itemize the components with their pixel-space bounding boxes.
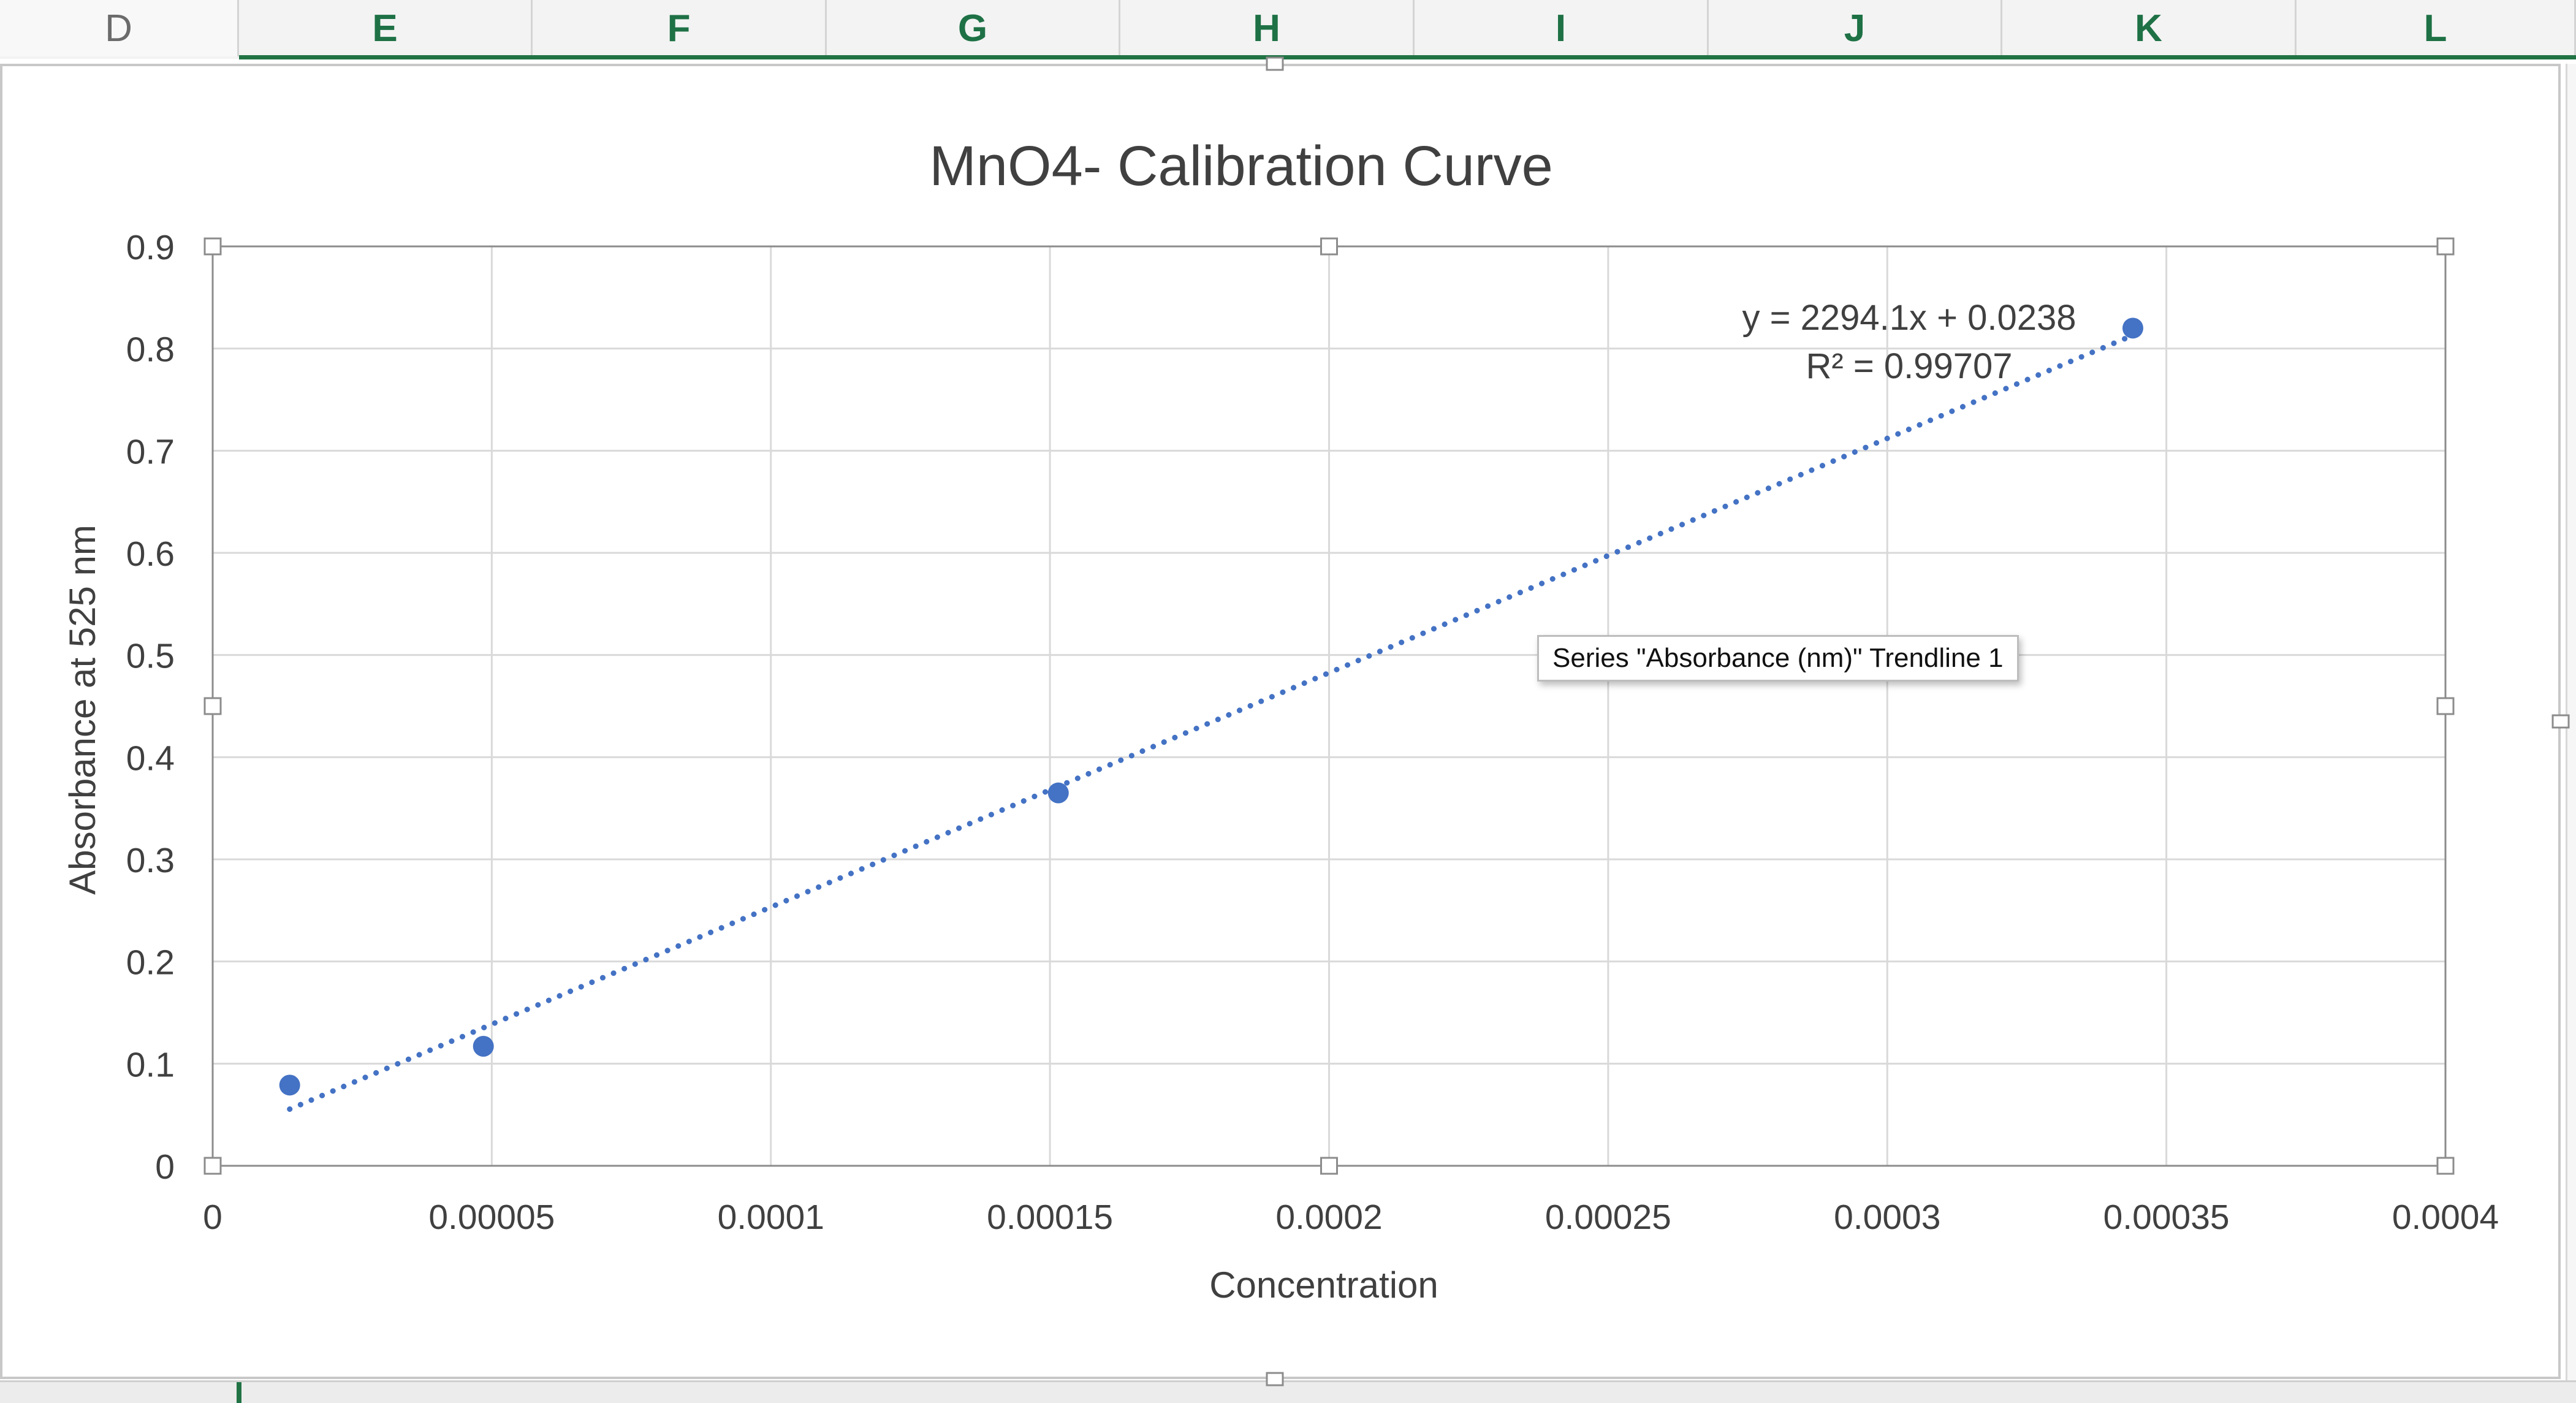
y-tick-label-9: 0.9	[126, 228, 175, 267]
data-point-0-0[interactable]	[279, 1074, 300, 1096]
chart-frame-handles	[1266, 56, 2570, 1386]
column-header-bar: D E F G H I J K L	[0, 0, 2576, 59]
data-point-0-1[interactable]	[473, 1036, 494, 1057]
plot-area-handles	[203, 237, 2455, 1175]
trendline-r-squared[interactable]: R² = 0.99707	[1806, 346, 2013, 386]
column-header-k[interactable]: K	[2002, 0, 2297, 56]
column-header-i[interactable]: I	[1415, 0, 1709, 56]
chart-title[interactable]: MnO4- Calibration Curve	[929, 135, 1552, 197]
gridlines	[211, 245, 2447, 1167]
x-axis-title[interactable]: Concentration	[1209, 1264, 1438, 1306]
x-tick-label-7: 0.00035	[2103, 1198, 2230, 1237]
y-axis-ticks: 0 0.1 0.2 0.3 0.4 0.5 0.6 0.7 0.8 0.9	[126, 228, 175, 1187]
column-header-e[interactable]: E	[239, 0, 533, 56]
plot-resize-handle-5[interactable]	[203, 1157, 222, 1175]
plot-resize-handle-6[interactable]	[1320, 1157, 1338, 1175]
sheet-bottom-strip	[0, 1380, 2576, 1403]
column-header-l[interactable]: L	[2297, 0, 2576, 56]
x-tick-label-6: 0.0003	[1834, 1198, 1940, 1237]
y-tick-label-4: 0.4	[126, 739, 175, 778]
column-header-j[interactable]: J	[1709, 0, 2002, 56]
x-tick-label-0: 0	[203, 1198, 222, 1237]
data-point-0-3[interactable]	[2122, 317, 2143, 339]
x-tick-label-4: 0.0002	[1275, 1198, 1382, 1237]
plot-resize-handle-2[interactable]	[2436, 237, 2455, 256]
y-tick-label-6: 0.6	[126, 534, 175, 574]
x-tick-label-2: 0.0001	[718, 1198, 824, 1237]
chart-resize-handle-0[interactable]	[1266, 56, 1284, 71]
y-tick-label-8: 0.8	[126, 330, 175, 370]
y-tick-label-7: 0.7	[126, 432, 175, 471]
x-axis-ticks: 0 0.00005 0.0001 0.00015 0.0002 0.00025 0.0003…	[203, 1198, 2499, 1237]
y-tick-label-1: 0.1	[126, 1045, 175, 1084]
plot-resize-handle-1[interactable]	[1320, 237, 1338, 256]
data-point-0-2[interactable]	[1047, 782, 1069, 804]
column-header-g[interactable]: G	[827, 0, 1120, 56]
trendline-equation[interactable]: y = 2294.1x + 0.0238	[1742, 298, 2076, 338]
x-tick-label-8: 0.0004	[2392, 1198, 2499, 1237]
x-tick-label-5: 0.00025	[1545, 1198, 1671, 1237]
chart-resize-handle-2[interactable]	[2551, 714, 2570, 729]
chart-resize-handle-1[interactable]	[1266, 1372, 1284, 1386]
y-tick-label-3: 0.3	[126, 841, 175, 880]
y-tick-label-0: 0	[155, 1147, 175, 1187]
y-axis-title[interactable]: Absorbance at 525 nm	[62, 525, 103, 895]
data-points	[279, 317, 2143, 1096]
plot-resize-handle-4[interactable]	[2436, 697, 2455, 715]
column-header-d[interactable]: D	[0, 0, 239, 56]
column-header-f[interactable]: F	[533, 0, 827, 56]
trendline-tooltip: Series "Absorbance (nm)" Trendline 1	[1537, 635, 2019, 682]
column-header-h[interactable]: H	[1120, 0, 1415, 56]
plot-resize-handle-7[interactable]	[2436, 1157, 2455, 1175]
y-tick-label-5: 0.5	[126, 637, 175, 676]
selected-columns-underline	[239, 55, 2576, 59]
plot-resize-handle-0[interactable]	[203, 237, 222, 256]
y-tick-label-2: 0.2	[126, 943, 175, 983]
x-tick-label-1: 0.00005	[428, 1198, 555, 1237]
x-tick-label-3: 0.00015	[987, 1198, 1113, 1237]
plot-resize-handle-3[interactable]	[203, 697, 222, 715]
